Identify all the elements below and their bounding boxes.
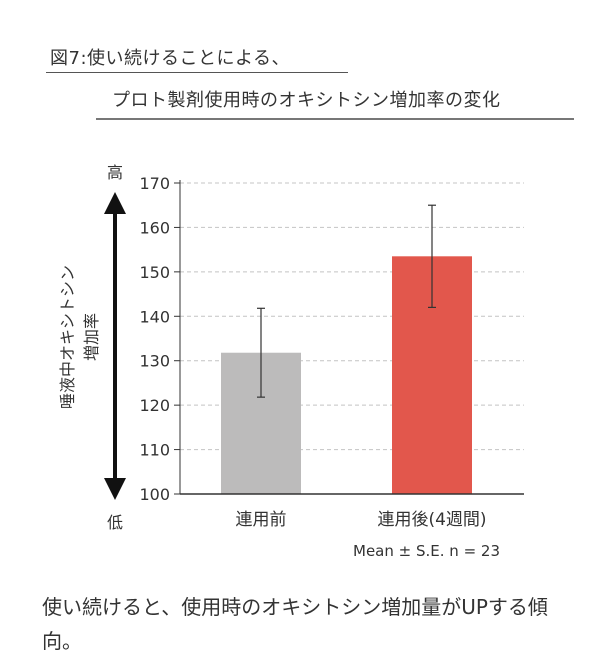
- title-underline-long: [96, 118, 574, 120]
- stats-note: Mean ± S.E. n = 23: [353, 542, 500, 560]
- bar-chart: 100 110 120 130 140 150 160 170 連用前 連用後(4週間) 高 低…: [58, 163, 524, 560]
- y-axis-label-line1: 唾液中オキシトシン: [58, 265, 77, 409]
- y-tick-label: 170: [139, 174, 170, 193]
- title-underline-short: [46, 72, 348, 73]
- bars: [221, 204, 472, 494]
- figure-title-line2: プロト製剤使用時のオキシトシン増加率の変化: [112, 90, 501, 111]
- scale-arrow-down-icon: [104, 478, 126, 500]
- y-axis-label-line2: 増加率: [82, 313, 101, 361]
- y-tick-label: 110: [139, 441, 170, 460]
- y-axis-label: 唾液中オキシトシン 増加率: [58, 265, 101, 409]
- arrow-top-label: 高: [107, 163, 123, 182]
- x-category-labels: 連用前 連用後(4週間): [236, 510, 487, 530]
- scale-arrow-up-icon: [104, 192, 126, 214]
- y-tick-label: 140: [139, 307, 170, 326]
- x-category-label: 連用前: [236, 510, 287, 530]
- y-tick-label: 160: [139, 218, 170, 237]
- caption-text: 使い続けると、使用時のオキシトシン増加量がUPする傾向。: [42, 595, 548, 653]
- x-category-label: 連用後(4週間): [377, 510, 486, 530]
- figure-title-line1: 図7:使い続けることによる、: [50, 48, 290, 69]
- y-tick-label: 100: [139, 485, 170, 504]
- y-tick-labels: 100 110 120 130 140 150 160 170: [139, 174, 170, 504]
- y-tick-label: 150: [139, 263, 170, 282]
- arrow-bottom-label: 低: [107, 513, 123, 532]
- y-tick-label: 120: [139, 396, 170, 415]
- y-tick-label: 130: [139, 352, 170, 371]
